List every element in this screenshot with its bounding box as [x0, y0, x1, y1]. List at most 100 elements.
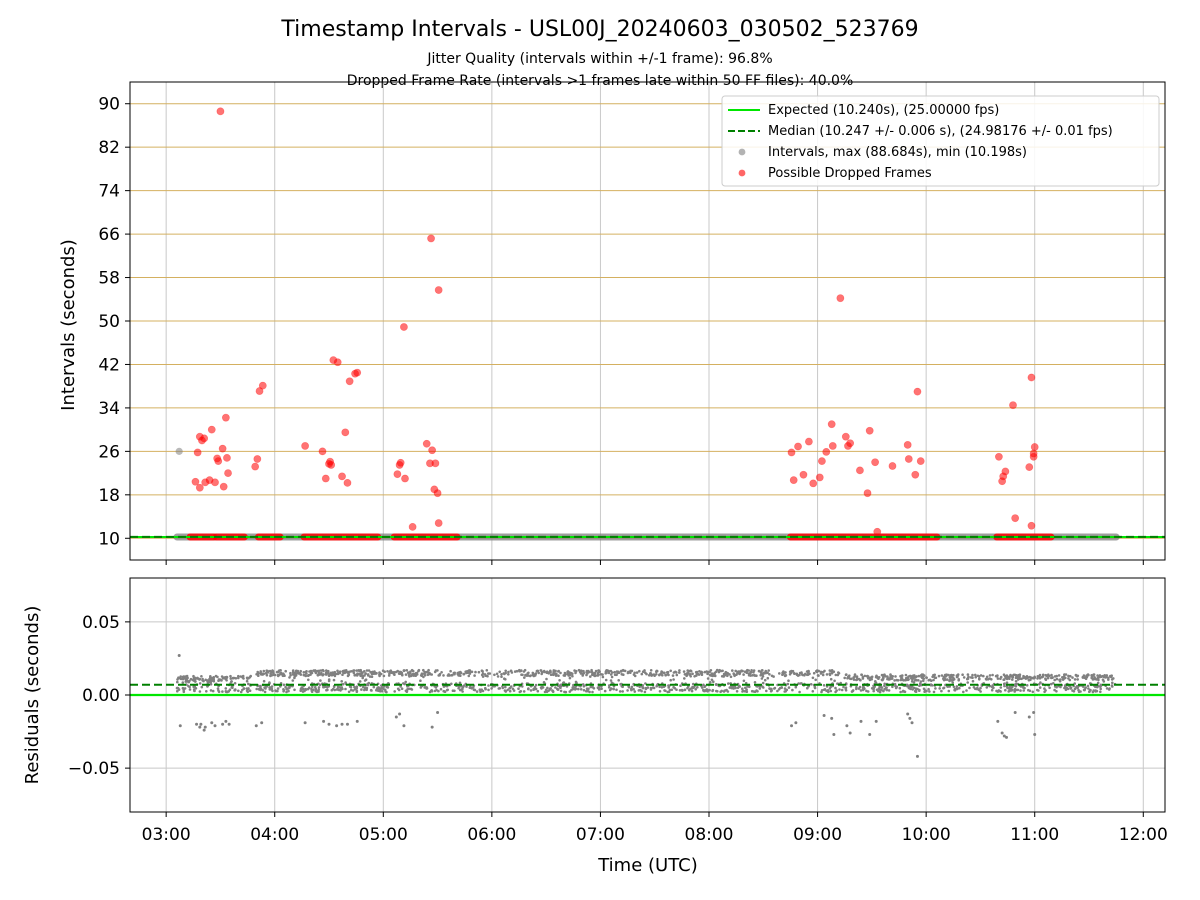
residual-point	[596, 686, 600, 689]
residual-point	[630, 685, 634, 689]
dropped-point-1	[193, 448, 202, 457]
residual-point	[182, 690, 186, 694]
residual-point	[488, 672, 492, 675]
dropped-point-5	[200, 434, 209, 443]
residual-point	[575, 681, 578, 685]
residual-point	[1018, 675, 1021, 679]
residual-point	[282, 690, 285, 693]
dropped-point-16	[223, 453, 231, 462]
residual-point	[1025, 675, 1029, 678]
residual-point	[341, 682, 345, 686]
residual-point	[835, 689, 838, 692]
residual-point	[381, 669, 385, 672]
legend-label-expected: Expected (10.240s), (25.00000 fps)	[768, 103, 999, 118]
residual-point	[557, 669, 560, 673]
residual-point	[501, 686, 505, 690]
residual-point	[1041, 673, 1045, 677]
residual-point	[503, 672, 506, 676]
residual-point	[386, 670, 389, 673]
dropped-point-67	[863, 489, 872, 498]
residual-point	[663, 671, 666, 675]
residual-outlier-19	[345, 722, 349, 726]
residual-point	[946, 678, 949, 681]
residual-point	[353, 685, 356, 689]
residual-point	[681, 689, 684, 692]
residual-point	[658, 685, 661, 689]
residual-point	[568, 676, 572, 680]
residual-point	[480, 669, 484, 672]
residual-outlier-4	[199, 722, 203, 726]
residual-point	[212, 676, 215, 679]
residual-point	[895, 685, 899, 688]
residual-point	[523, 676, 526, 679]
residual-point	[1008, 685, 1012, 689]
residual-point	[966, 677, 970, 680]
residual-point	[776, 689, 779, 693]
residual-point	[480, 688, 484, 691]
dropped-point-81	[1009, 401, 1017, 410]
residual-point	[786, 682, 790, 686]
residual-point	[872, 686, 876, 690]
residual-point	[546, 686, 549, 690]
residual-point	[237, 689, 240, 693]
residual-point	[327, 672, 330, 675]
residual-point	[1093, 676, 1097, 680]
residual-point	[626, 689, 629, 692]
dropped-point-71	[888, 462, 897, 470]
residual-point	[245, 676, 249, 680]
residual-point	[304, 670, 308, 674]
residual-point	[658, 673, 661, 676]
residual-point	[660, 670, 663, 673]
dropped-point-60	[827, 420, 836, 429]
residual-point	[487, 688, 490, 692]
residual-point	[791, 688, 794, 692]
residual-point	[613, 670, 616, 674]
residual-point	[273, 673, 277, 677]
residual-point	[276, 687, 280, 690]
residual-point	[662, 685, 666, 689]
residual-point	[527, 687, 530, 691]
residual-outlier-37	[908, 716, 912, 720]
x-axis-label: Time (UTC)	[597, 855, 698, 876]
residual-point	[599, 673, 603, 676]
residual-point	[961, 673, 964, 676]
residual-point	[646, 686, 650, 689]
residual-point	[819, 670, 823, 674]
residual-point	[532, 687, 535, 691]
residual-point	[522, 690, 526, 693]
residual-point	[896, 679, 900, 682]
residual-outlier-43	[1004, 735, 1008, 739]
residual-point	[1086, 673, 1090, 676]
residual-outlier-32	[848, 731, 852, 735]
residual-point	[261, 673, 265, 676]
residual-point	[500, 673, 503, 676]
residual-point	[855, 685, 858, 689]
residual-point	[985, 678, 988, 681]
residual-point	[855, 675, 859, 679]
residual-point	[293, 671, 297, 674]
residual-point	[192, 685, 195, 688]
residual-point	[284, 685, 287, 689]
residual-point	[660, 686, 664, 689]
residual-point	[716, 690, 719, 693]
residual-point	[686, 669, 689, 672]
residual-point	[276, 673, 280, 677]
chart-subtitle-dropped: Dropped Frame Rate (intervals >1 frames …	[347, 73, 854, 89]
dropped-point-13	[218, 444, 227, 453]
top-ytick-label-5: 50	[98, 312, 120, 332]
residual-point	[259, 684, 262, 688]
residual-point	[585, 687, 589, 690]
residual-point	[901, 690, 905, 693]
residual-point	[319, 679, 322, 682]
residual-point	[821, 673, 825, 677]
residual-point	[503, 689, 507, 692]
residual-point	[898, 686, 902, 690]
residual-point	[866, 690, 870, 693]
residual-point	[1103, 674, 1106, 677]
residual-point	[1014, 680, 1018, 683]
residual-point	[948, 685, 951, 688]
residual-point	[769, 689, 773, 693]
residual-point	[591, 673, 594, 676]
residual-point	[523, 668, 527, 672]
residual-outlier-5	[202, 728, 206, 732]
